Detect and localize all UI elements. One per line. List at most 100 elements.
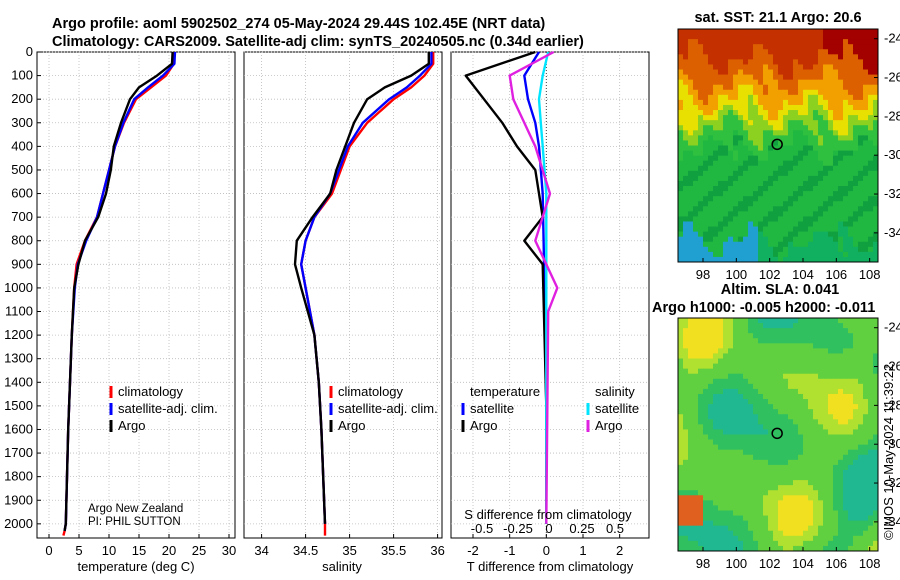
map-cell	[678, 140, 684, 146]
map-cell	[808, 495, 814, 501]
map-cell	[718, 145, 724, 151]
map-cell	[848, 175, 854, 182]
map-cell	[718, 74, 724, 81]
map-cell	[853, 525, 859, 532]
map-cell	[853, 399, 859, 405]
map-cell	[708, 338, 714, 344]
map-cell	[713, 145, 719, 151]
map-cell	[853, 130, 859, 136]
map-cell	[678, 485, 684, 491]
map-cell	[758, 251, 764, 258]
map-cell	[828, 206, 834, 212]
map-cell	[698, 439, 704, 446]
map-cell	[858, 399, 864, 405]
map-cell	[728, 490, 734, 496]
map-cell	[798, 388, 804, 395]
map-cell	[783, 424, 789, 430]
map-cell	[763, 180, 769, 187]
map-cell	[843, 459, 849, 466]
map-cell	[858, 150, 864, 157]
map-cell	[748, 348, 754, 354]
map-cell	[703, 110, 709, 116]
map-cell	[843, 125, 849, 131]
map-cell	[828, 464, 834, 471]
map-cell	[868, 318, 874, 324]
map-cell	[688, 490, 694, 496]
map-cell	[753, 236, 759, 243]
pi-label: PI: PHIL SUTTON	[88, 516, 181, 528]
map-cell	[873, 419, 879, 425]
map-cell	[823, 256, 829, 263]
map-cell	[718, 89, 724, 96]
map-cell	[678, 115, 684, 121]
map-cell	[833, 348, 839, 354]
map-cell	[843, 469, 849, 476]
map-cell	[758, 69, 764, 75]
map-cell	[698, 84, 704, 91]
map-cell	[743, 545, 749, 552]
map-cell	[683, 495, 689, 501]
map-cell	[708, 160, 714, 167]
map-cell	[703, 104, 709, 111]
map-cell	[768, 434, 774, 440]
map-cell	[703, 211, 709, 217]
map-cell	[858, 485, 864, 491]
map-cell	[818, 393, 824, 400]
map-cell	[848, 64, 854, 70]
map-cell	[848, 419, 854, 425]
map-cell	[758, 104, 764, 111]
map-cell	[728, 135, 734, 141]
map-cell	[873, 64, 879, 70]
map-cell	[708, 363, 714, 370]
map-cell	[818, 464, 824, 471]
map-cell	[803, 59, 809, 65]
map-cell	[823, 186, 829, 192]
map-cell	[868, 439, 874, 446]
map-cell	[718, 414, 724, 420]
map-cell	[828, 373, 834, 380]
map-cell	[863, 44, 869, 50]
map-cell	[683, 256, 689, 263]
map-cell	[718, 495, 724, 501]
map-cell	[783, 429, 789, 435]
map-cell	[748, 59, 754, 65]
map-cell	[703, 84, 709, 91]
map-cell	[793, 333, 799, 339]
map-cell	[753, 459, 759, 466]
map-cell	[738, 358, 744, 364]
map-cell	[713, 535, 719, 542]
map-cell	[678, 353, 684, 359]
map-cell	[833, 241, 839, 248]
map-cell	[823, 74, 829, 81]
map-cell	[873, 323, 879, 329]
map-cell	[798, 318, 804, 324]
map-cell	[858, 540, 864, 547]
map-cell	[838, 393, 844, 400]
map-cell	[738, 104, 744, 111]
sla-map-panel: Altim. SLA: 0.041 Argo h1000: -0.005 h20…	[652, 282, 900, 571]
map-cell	[768, 449, 774, 456]
map-cell	[733, 419, 739, 425]
map-cell	[743, 49, 749, 55]
map-cell	[868, 399, 874, 405]
map-cell	[848, 221, 854, 227]
map-cell	[733, 34, 739, 40]
map-cell	[783, 363, 789, 370]
map-cell	[838, 29, 844, 35]
map-cell	[823, 59, 829, 65]
map-cell	[853, 363, 859, 370]
map-cell	[868, 150, 874, 157]
depth-tick-label: 1300	[4, 351, 33, 366]
map-cell	[808, 348, 814, 354]
map-cell	[783, 191, 789, 197]
map-cell	[743, 226, 749, 233]
map-cell	[798, 485, 804, 491]
map-cell	[863, 318, 869, 324]
map-cell	[858, 535, 864, 542]
map-cell	[728, 404, 734, 410]
map-cell	[753, 29, 759, 35]
map-cell	[808, 54, 814, 60]
map-cell	[778, 424, 784, 430]
map-cell	[853, 393, 859, 400]
